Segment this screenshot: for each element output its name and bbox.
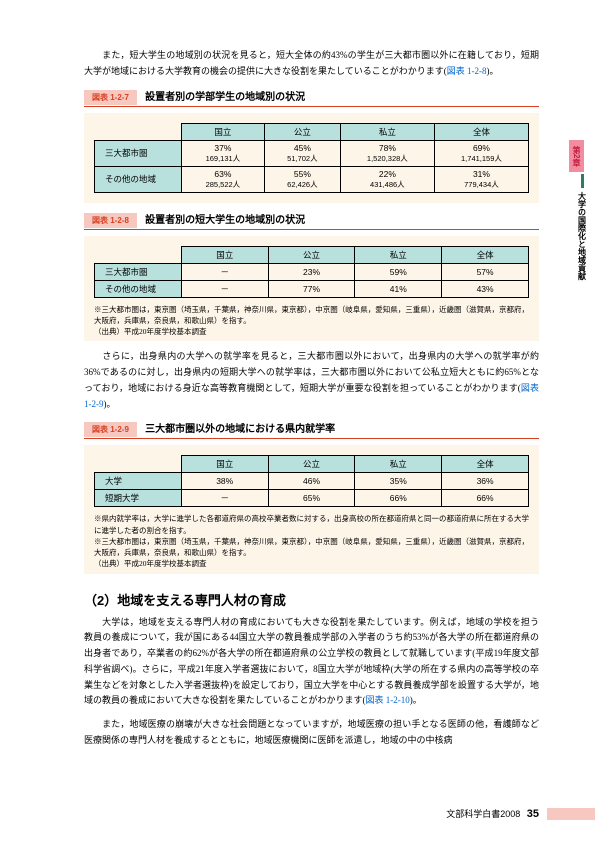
table-127-wrap: 国立 公立 私立 全体 三大都市圏 37%169,131人 45%51,702人… <box>84 113 539 203</box>
table-128-label: 図表 1-2-8 <box>84 213 137 228</box>
page-number: 35 <box>527 808 539 820</box>
chapter-side-tab: 第2章 大学の国際化と地域貢献 <box>569 140 595 282</box>
table-127-title: 設置者別の学部学生の地域別の状況 <box>145 88 305 103</box>
section-2-heading: （2）地域を支える専門人材の育成 <box>84 590 539 609</box>
table-row: 短期大学 － 65% 66% 66% <box>95 490 529 507</box>
table-row: 国立 公立 私立 全体 <box>95 246 529 263</box>
table-127-header: 図表 1-2-7 設置者別の学部学生の地域別の状況 <box>84 88 539 107</box>
footer-text: 文部科学白書2008 <box>446 809 520 819</box>
side-divider <box>581 174 584 188</box>
table-129: 国立 公立 私立 全体 大学 38% 46% 35% 36% 短期大学 － 65… <box>94 455 529 507</box>
table-127: 国立 公立 私立 全体 三大都市圏 37%169,131人 45%51,702人… <box>94 123 529 193</box>
table-row: 国立 公立 私立 全体 <box>95 123 529 140</box>
footer-accent <box>547 808 595 820</box>
table-128: 国立 公立 私立 全体 三大都市圏 － 23% 59% 57% その他の地域 －… <box>94 246 529 298</box>
chapter-number: 第2章 <box>569 140 584 172</box>
table-129-notes: ※県内就学率は，大学に進学した各都道府県の高校卒業者数に対する，出身高校の所在都… <box>94 509 529 569</box>
table-row: 三大都市圏 － 23% 59% 57% <box>95 263 529 280</box>
section-2-para-1: 大学は，地域を支える専門人材の育成においても大きな役割を果たしています。例えば，… <box>84 615 539 710</box>
table-128-notes: ※三大都市圏は，東京圏（埼玉県，千葉県，神奈川県，東京都），中京圏（岐阜県，愛知… <box>94 300 529 338</box>
section-2-para-2: また，地域医療の崩壊が大きな社会問題となっていますが，地域医療の担い手となる医師… <box>84 717 539 749</box>
fig-ref-128: 図表 1-2-8 <box>447 66 487 76</box>
table-row: 国立 公立 私立 全体 <box>95 456 529 473</box>
page-content: また，短大学生の地域別の状況を見ると，短大全体の約43%の学生が三大都市圏以外に… <box>0 0 595 787</box>
table-row: その他の地域 － 77% 41% 43% <box>95 280 529 297</box>
table-128-wrap: 国立 公立 私立 全体 三大都市圏 － 23% 59% 57% その他の地域 －… <box>84 236 539 342</box>
intro-paragraph-1: また，短大学生の地域別の状況を見ると，短大全体の約43%の学生が三大都市圏以外に… <box>84 48 539 80</box>
table-128-header: 図表 1-2-8 設置者別の短大学生の地域別の状況 <box>84 211 539 230</box>
fig-ref-1210: 図表 1-2-10 <box>365 695 409 705</box>
page-footer: 文部科学白書2008 35 <box>446 807 539 820</box>
table-row: 大学 38% 46% 35% 36% <box>95 473 529 490</box>
table-128-title: 設置者別の短大学生の地域別の状況 <box>145 211 305 226</box>
chapter-title: 大学の国際化と地域貢献 <box>577 190 588 282</box>
table-129-title: 三大都市圏以外の地域における県内就学率 <box>145 420 335 435</box>
table-129-wrap: 国立 公立 私立 全体 大学 38% 46% 35% 36% 短期大学 － 65… <box>84 445 539 573</box>
table-129-label: 図表 1-2-9 <box>84 422 137 437</box>
table-row: 三大都市圏 37%169,131人 45%51,702人 78%1,520,32… <box>95 140 529 166</box>
table-127-label: 図表 1-2-7 <box>84 90 137 105</box>
para-2: さらに，出身県内の大学への就学率を見ると，三大都市圏以外において，出身県内の大学… <box>84 349 539 412</box>
table-row: その他の地域 63%285,522人 55%62,426人 22%431,486… <box>95 166 529 192</box>
table-129-header: 図表 1-2-9 三大都市圏以外の地域における県内就学率 <box>84 420 539 439</box>
